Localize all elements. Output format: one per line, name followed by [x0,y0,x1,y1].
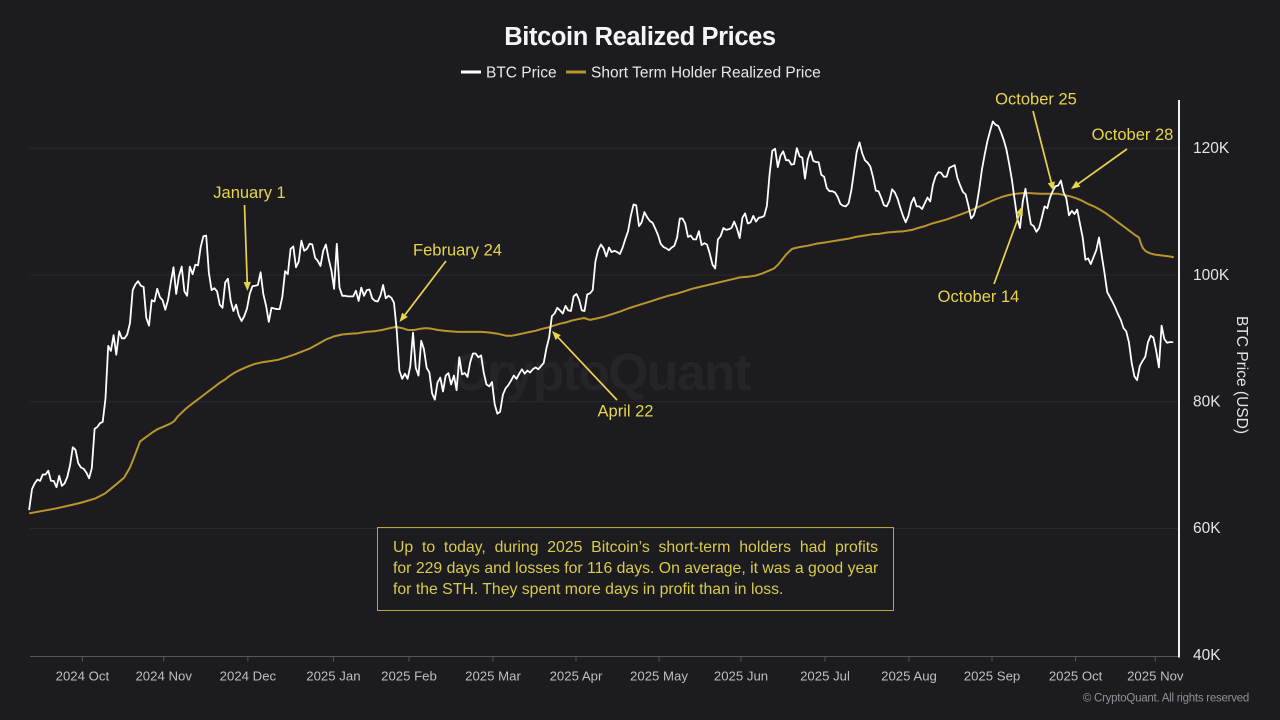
svg-text:40K: 40K [1193,647,1221,664]
svg-text:2024 Oct: 2024 Oct [56,669,110,684]
svg-text:CryptoQuant: CryptoQuant [451,343,751,401]
svg-text:2025 Mar: 2025 Mar [465,669,521,684]
svg-text:BTC Price (USD): BTC Price (USD) [1233,316,1250,434]
svg-text:80K: 80K [1193,394,1221,411]
svg-text:April 22: April 22 [598,403,654,421]
svg-text:Short Term Holder Realized Pri: Short Term Holder Realized Price [591,65,821,82]
svg-text:100K: 100K [1193,267,1230,284]
svg-text:2025 Nov: 2025 Nov [1127,669,1184,684]
svg-text:October 25: October 25 [995,91,1077,109]
svg-text:60K: 60K [1193,520,1221,537]
svg-text:2024 Nov: 2024 Nov [135,669,192,684]
svg-text:2025 May: 2025 May [630,669,688,684]
svg-text:2025 Apr: 2025 Apr [550,669,603,684]
svg-text:2025 Aug: 2025 Aug [881,669,937,684]
svg-text:2025 Jun: 2025 Jun [714,669,768,684]
svg-text:October 28: October 28 [1092,126,1174,144]
svg-text:© CryptoQuant. All rights rese: © CryptoQuant. All rights reserved [1083,693,1249,705]
svg-text:120K: 120K [1193,140,1230,157]
svg-text:February 24: February 24 [413,242,502,260]
svg-text:October 14: October 14 [938,288,1020,306]
svg-text:2025 Feb: 2025 Feb [381,669,437,684]
svg-text:BTC Price: BTC Price [486,65,557,82]
svg-text:2025 Oct: 2025 Oct [1049,669,1103,684]
svg-text:2024 Dec: 2024 Dec [220,669,277,684]
svg-text:January 1: January 1 [213,184,285,202]
svg-text:2025 Sep: 2025 Sep [964,669,1020,684]
svg-text:2025 Jan: 2025 Jan [306,669,360,684]
svg-text:Bitcoin Realized Prices: Bitcoin Realized Prices [504,23,776,51]
svg-text:2025 Jul: 2025 Jul [800,669,850,684]
